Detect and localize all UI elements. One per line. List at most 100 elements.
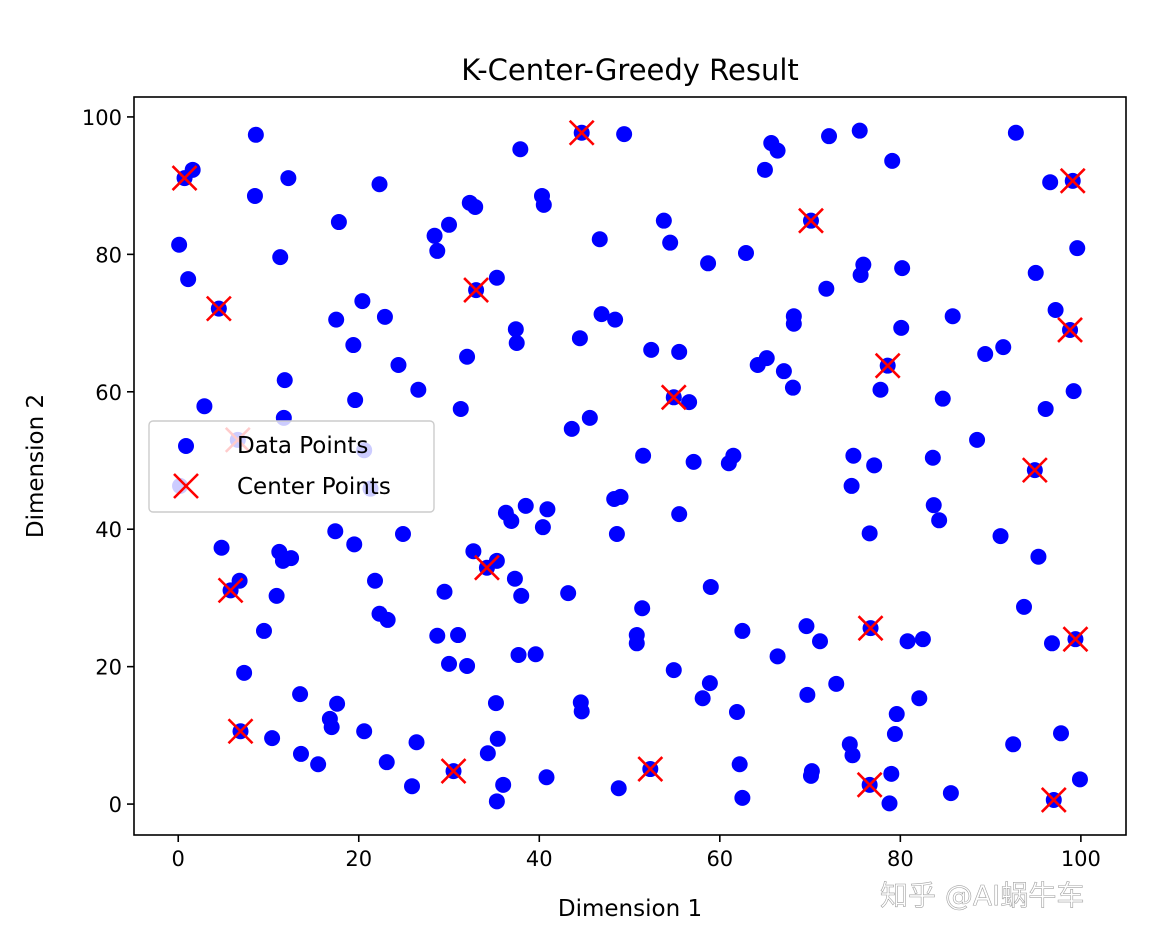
x-tick-label: 40 [526,847,553,871]
data-point [616,126,633,143]
data-point [441,655,458,672]
data-point [390,356,407,373]
data-point [264,730,281,747]
legend-box [148,420,435,513]
data-point [404,778,421,795]
data-point [513,587,530,604]
data-point [1042,174,1059,191]
data-point [367,572,384,589]
legend-marker-center-points [173,473,199,499]
data-point [925,497,942,514]
data-point [330,214,347,231]
data-point [883,765,900,782]
data-point [479,745,496,762]
data-point [236,664,253,681]
data-point [488,552,505,569]
data-point [1030,548,1047,565]
data-point [408,734,425,751]
data-point [694,690,711,707]
data-point [665,662,682,679]
data-point [429,627,446,644]
data-point [1071,771,1088,788]
data-point [560,585,577,602]
data-point [489,730,506,747]
data-point [845,447,862,464]
data-point [345,337,362,354]
legend-marker-data-points [178,438,194,454]
data-point [517,497,534,514]
data-point [378,754,395,771]
data-point [196,398,213,415]
data-point [429,242,446,259]
data-point [700,255,717,272]
data-point [573,703,590,720]
data-point [292,745,309,762]
data-point [671,506,688,523]
data-point [886,725,903,742]
data-point [852,266,869,283]
x-axis-label: Dimension 1 [558,896,702,922]
legend-label-data-points: Data Points [237,433,368,459]
data-point [731,756,748,773]
legend-label-center-points: Center Points [237,474,391,500]
data-point [784,379,801,396]
watermark: 知乎 @AI蜗牛车 [880,879,1084,912]
x-tick-label: 60 [706,847,733,871]
data-point [1053,725,1070,742]
data-point [255,622,272,639]
data-point [942,785,959,802]
data-point [563,420,580,437]
data-point [821,128,838,145]
data-point [749,356,766,373]
data-point [527,646,544,663]
data-point [347,392,364,409]
data-point [681,394,698,411]
x-tick-label: 80 [887,847,914,871]
data-point [662,234,679,251]
center-point [1040,787,1067,813]
data-point [720,455,737,472]
data-point [354,293,371,310]
data-point [734,622,751,639]
data-point [977,345,994,362]
center-point [874,352,901,379]
data-point [452,400,469,417]
data-point [881,795,898,812]
data-point [503,512,520,529]
data-point [441,216,458,233]
data-point [893,319,910,336]
data-point [728,704,745,720]
data-point [861,525,878,542]
center-point [463,277,490,304]
data-point [346,536,363,553]
data-point [436,583,453,600]
data-point [843,477,860,494]
data-point [969,431,986,448]
data-point [607,311,624,328]
data-point [506,570,523,587]
data-point [756,161,773,178]
data-point [593,306,610,323]
data-point [610,780,627,797]
center-point [171,165,198,192]
data-point [944,308,961,325]
data-point [394,526,411,543]
data-point [685,453,702,470]
center-point [1057,317,1083,343]
data-point [872,381,889,398]
data-point [512,141,529,158]
data-point [327,523,344,540]
data-point [581,409,598,426]
center-point [227,718,254,745]
data-point [180,271,197,288]
data-point [507,321,524,338]
data-point [371,176,388,193]
data-point [321,710,338,727]
x-tick-label: 100 [1061,847,1101,871]
center-point [857,615,884,642]
data-point [410,381,427,398]
data-point [1007,124,1024,141]
data-point [655,212,672,229]
center-point [660,384,687,411]
